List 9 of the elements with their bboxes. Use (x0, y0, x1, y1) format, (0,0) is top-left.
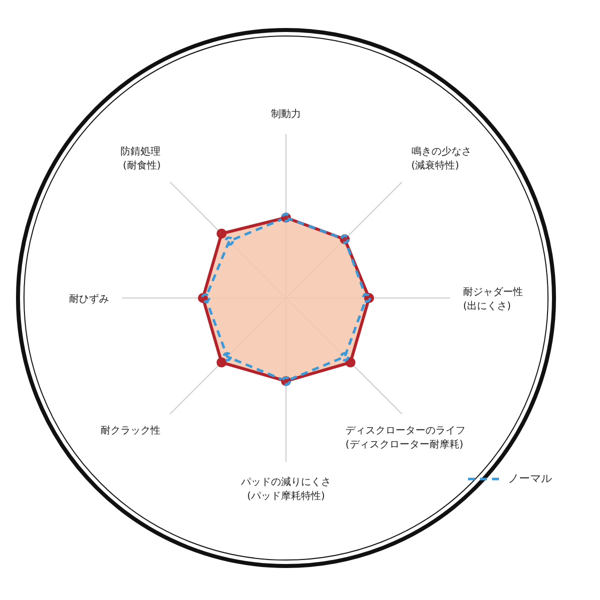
spoke-label: ディスクローターのライフ (ディスクローター耐摩耗) (345, 425, 466, 450)
spoke-label: 鳴きの少なさ (減衰特性) (411, 146, 472, 172)
spoke-label: 耐ひずみ (68, 293, 109, 305)
spoke-label: 耐ジャダー性 (出にくさ) (463, 286, 524, 312)
spoke-label: 防錆処理 (耐食性) (120, 146, 161, 172)
spoke-label: 制動力 (271, 108, 301, 120)
spoke-label: 耐クラック性 (100, 424, 161, 436)
legend-label: ノーマル (508, 471, 552, 486)
spoke-label: パッドの減りにくさ (パッド摩耗特性) (240, 476, 331, 502)
